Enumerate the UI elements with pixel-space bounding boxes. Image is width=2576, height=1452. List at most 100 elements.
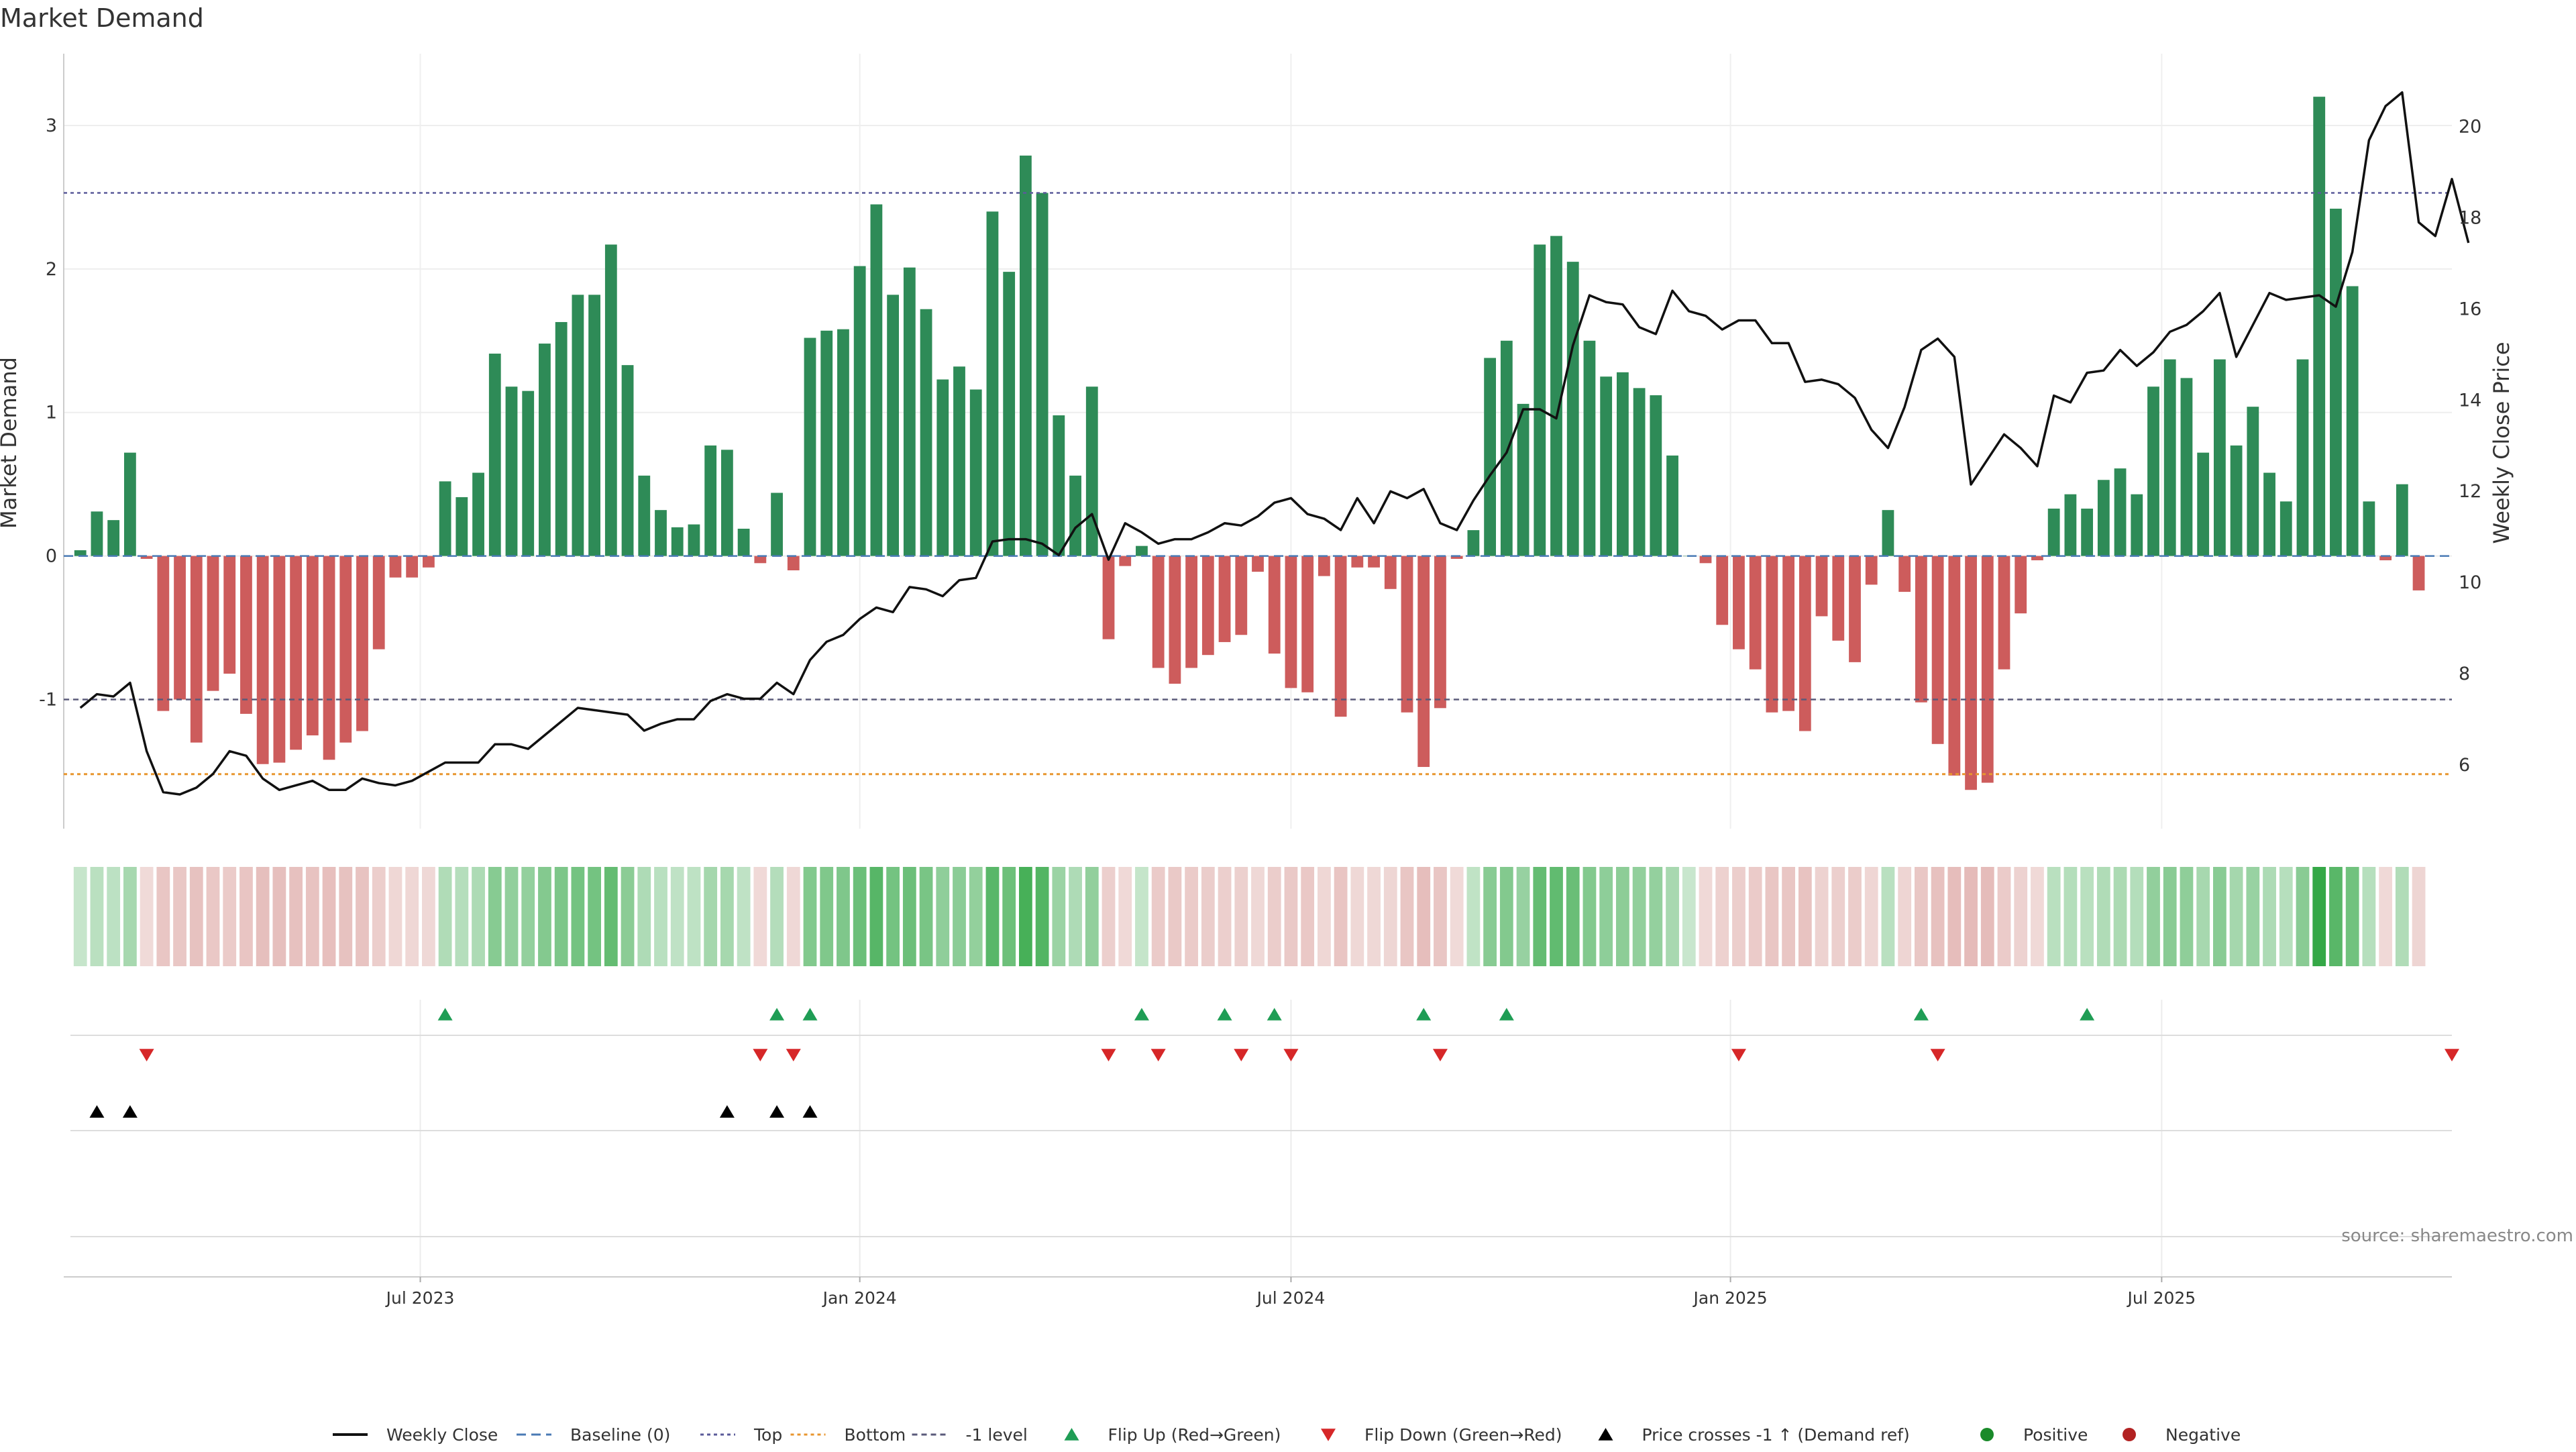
heat-cell bbox=[1682, 867, 1696, 966]
heat-cell bbox=[1450, 867, 1464, 966]
chart-title: Market Demand bbox=[0, 3, 204, 33]
demand-bar bbox=[223, 556, 236, 674]
heat-cell bbox=[206, 867, 220, 966]
legend-item-flip-down-symbol bbox=[1321, 1429, 1336, 1441]
heat-cell bbox=[670, 867, 684, 966]
demand-bar bbox=[2330, 209, 2342, 556]
flip-down-marker bbox=[1432, 1049, 1448, 1061]
demand-bar bbox=[107, 520, 120, 556]
heat-cell bbox=[1102, 867, 1116, 966]
heat-cell bbox=[2345, 867, 2359, 966]
y-left-tick-label: 2 bbox=[46, 259, 57, 280]
demand-bar bbox=[754, 556, 767, 564]
heat-cell bbox=[853, 867, 867, 966]
heat-cell bbox=[2147, 867, 2160, 966]
demand-bar bbox=[1650, 395, 1662, 556]
demand-bar bbox=[1019, 155, 1032, 556]
demand-bar bbox=[1898, 556, 1911, 592]
heat-cell bbox=[1218, 867, 1232, 966]
flip-down-marker bbox=[1283, 1049, 1299, 1061]
y-left-tick-label: 0 bbox=[46, 546, 57, 567]
legend-item-line-label: Weekly Close bbox=[386, 1425, 498, 1445]
heat-cell bbox=[1931, 867, 1945, 966]
heat-cell bbox=[654, 867, 667, 966]
demand-bar bbox=[1882, 510, 1894, 556]
heat-cell bbox=[488, 867, 502, 966]
heat-cell bbox=[571, 867, 585, 966]
demand-bar bbox=[887, 295, 900, 556]
heat-cell bbox=[604, 867, 618, 966]
heat-cell bbox=[405, 867, 419, 966]
heat-cell bbox=[422, 867, 435, 966]
demand-bar bbox=[1534, 244, 1546, 556]
demand-bar bbox=[1434, 556, 1446, 709]
heat-cell bbox=[1284, 867, 1298, 966]
demand-bar bbox=[123, 452, 136, 556]
demand-bar bbox=[306, 556, 319, 735]
heat-cell bbox=[538, 867, 551, 966]
heat-cell bbox=[1151, 867, 1165, 966]
y-right-tick-label: 14 bbox=[2459, 390, 2481, 411]
demand-bar bbox=[273, 556, 286, 763]
demand-bar bbox=[604, 244, 617, 556]
heat-cell bbox=[1898, 867, 1912, 966]
heat-cell bbox=[1367, 867, 1381, 966]
heat-cell bbox=[1864, 867, 1878, 966]
heat-cell bbox=[356, 867, 369, 966]
heat-cell bbox=[1334, 867, 1348, 966]
heat-cell bbox=[1516, 867, 1530, 966]
heat-cell bbox=[1400, 867, 1414, 966]
demand-bar bbox=[91, 511, 103, 556]
heat-cell bbox=[521, 867, 535, 966]
y-right-tick-label: 20 bbox=[2459, 117, 2481, 138]
heat-cell bbox=[2229, 867, 2243, 966]
heat-cell bbox=[1980, 867, 1994, 966]
legend-item-cross-symbol bbox=[1598, 1428, 1613, 1441]
heat-cell bbox=[621, 867, 635, 966]
flip-up-marker bbox=[437, 1008, 453, 1021]
demand-bar bbox=[1384, 556, 1397, 589]
heat-cell bbox=[455, 867, 469, 966]
heat-cell bbox=[886, 867, 900, 966]
demand-bar bbox=[1235, 556, 1248, 635]
heat-cell bbox=[2279, 867, 2293, 966]
heat-cell bbox=[1533, 867, 1547, 966]
flip-down-marker bbox=[786, 1049, 801, 1061]
demand-bar bbox=[1616, 372, 1629, 556]
heat-cell bbox=[289, 867, 303, 966]
heat-cell bbox=[2379, 867, 2392, 966]
heat-cell bbox=[1815, 867, 1829, 966]
heat-cell bbox=[2329, 867, 2343, 966]
legend-item-dot-positive-label: Positive bbox=[2023, 1425, 2088, 1445]
demand-bar bbox=[572, 295, 584, 556]
demand-bar bbox=[1334, 556, 1347, 717]
heat-cell bbox=[1168, 867, 1182, 966]
legend-item-flip-down-label: Flip Down (Green→Red) bbox=[1364, 1425, 1562, 1445]
demand-bar bbox=[2180, 378, 2193, 556]
legend-item-bottom-label: Bottom bbox=[845, 1425, 906, 1445]
flip-down-marker bbox=[139, 1049, 154, 1061]
heat-cell bbox=[2031, 867, 2044, 966]
heat-cell bbox=[1434, 867, 1447, 966]
demand-bar bbox=[1318, 556, 1330, 576]
heat-cell bbox=[737, 867, 751, 966]
demand-bar bbox=[1782, 556, 1795, 711]
heat-cell bbox=[1251, 867, 1265, 966]
demand-bar bbox=[2313, 97, 2326, 556]
demand-bar bbox=[1218, 556, 1231, 642]
demand-bar bbox=[2064, 494, 2077, 556]
weekly-close-line bbox=[79, 91, 2470, 796]
heat-cell bbox=[1599, 867, 1613, 966]
demand-bar bbox=[1285, 556, 1297, 688]
demand-bar bbox=[2147, 386, 2159, 556]
heat-cell bbox=[1002, 867, 1016, 966]
flip-down-marker bbox=[1234, 1049, 1249, 1061]
demand-bar bbox=[389, 556, 402, 578]
demand-bar bbox=[986, 211, 999, 556]
demand-bar bbox=[1467, 530, 1480, 556]
flip-up-marker bbox=[1416, 1008, 1432, 1021]
y-left-tick-label: 3 bbox=[46, 115, 57, 136]
demand-bar bbox=[1998, 556, 2010, 670]
demand-bar bbox=[1351, 556, 1364, 568]
demand-bar bbox=[638, 475, 651, 556]
